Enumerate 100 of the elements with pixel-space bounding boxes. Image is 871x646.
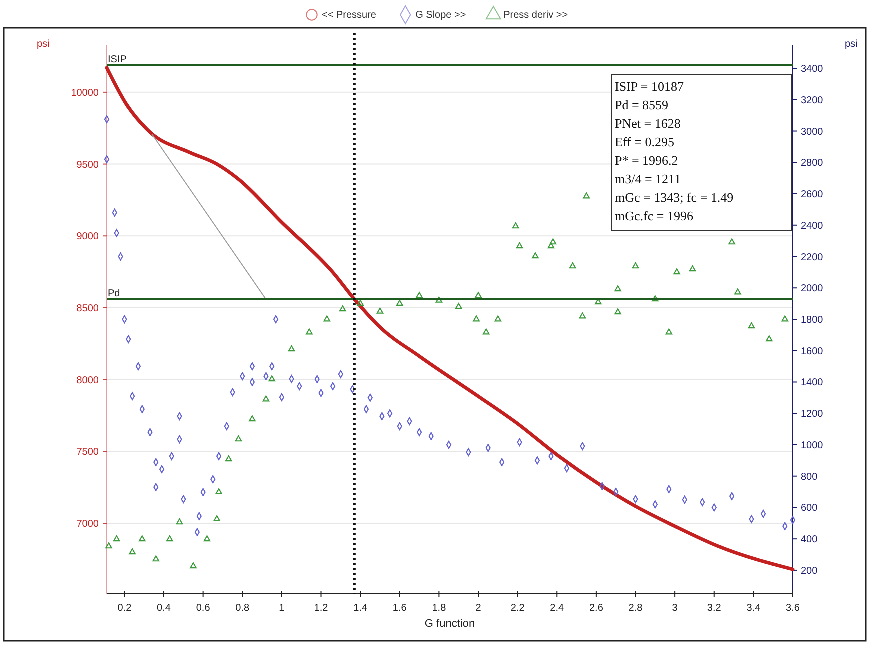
y2-tick-label: 2600 <box>801 190 824 201</box>
annotation: P* = 1996.2 <box>615 153 678 168</box>
y2-tick-label: 600 <box>801 503 818 514</box>
point <box>306 328 313 335</box>
y-tick-label: 9000 <box>76 232 100 243</box>
legend-label: G Slope >> <box>416 10 466 21</box>
point <box>482 328 490 335</box>
point <box>176 518 184 525</box>
point <box>288 346 296 352</box>
point <box>204 536 211 542</box>
point <box>548 242 555 249</box>
point <box>728 238 736 245</box>
x-tick-label: 0.4 <box>157 603 172 614</box>
x-tick-label: 0.2 <box>118 603 132 614</box>
point <box>416 292 423 298</box>
annotation: ISIP = 10187 <box>615 79 684 94</box>
point <box>216 488 222 495</box>
point <box>494 316 502 322</box>
y2-axis-title: psi <box>845 39 858 50</box>
y2-tick-label: 2800 <box>801 158 824 170</box>
x-tick-label: 2.6 <box>589 603 604 614</box>
x-tick-label: 3 <box>672 603 678 614</box>
point <box>166 536 174 542</box>
y2-tick-label: 2200 <box>801 252 824 264</box>
x-tick-label: 0.6 <box>196 603 211 614</box>
point <box>766 336 773 342</box>
x-tick-label: 1.8 <box>432 603 447 614</box>
annotation: Eff = 0.295 <box>615 134 674 150</box>
y-axis-title: psi <box>37 39 50 50</box>
y2-tick-label: 2000 <box>801 284 824 295</box>
point <box>268 376 276 382</box>
point <box>782 316 789 322</box>
point <box>614 286 622 292</box>
y2-tick-label: 400 <box>801 534 818 546</box>
point <box>152 556 160 562</box>
y-tick-label: 10000 <box>71 88 100 99</box>
y2-tick-label: 3400 <box>801 64 824 76</box>
annotation: Pd = 8559 <box>615 98 669 112</box>
y-tick-label: 8000 <box>76 375 100 386</box>
point <box>550 238 557 245</box>
y2-tick-label: 1200 <box>801 409 824 420</box>
point <box>583 192 590 199</box>
point <box>225 456 232 462</box>
point <box>129 548 136 555</box>
x-tick-label: 1 <box>279 603 286 614</box>
annotation: PNet = 1628 <box>615 116 681 131</box>
x-tick-label: 0.8 <box>236 603 250 614</box>
x-tick-label: 3.2 <box>707 603 722 614</box>
point <box>734 288 742 295</box>
point <box>674 268 680 275</box>
point <box>512 222 520 229</box>
point <box>396 300 404 306</box>
annotation: mGc.fc = 1996 <box>615 208 694 224</box>
point <box>376 308 384 314</box>
y2-tick-label: 800 <box>801 472 818 483</box>
y2-tick-label: 1800 <box>801 315 824 326</box>
point <box>632 262 640 269</box>
point <box>436 296 443 303</box>
y2-tick-label: 1600 <box>801 346 824 358</box>
point <box>357 300 364 306</box>
annotation: mGc = 1343; fc = 1.49 <box>615 190 734 205</box>
point <box>339 306 346 312</box>
ref-line-label: ISIP <box>108 54 128 66</box>
point <box>214 516 220 522</box>
point <box>235 436 242 442</box>
x-tick-label: 1.4 <box>354 603 368 614</box>
y-tick-label: 9500 <box>76 160 100 171</box>
point <box>249 416 256 422</box>
point <box>595 298 602 305</box>
x-tick-label: 1.6 <box>392 603 408 614</box>
x-tick-label: 2.8 <box>628 603 644 614</box>
point <box>652 296 659 302</box>
y-tick-label: 7000 <box>76 519 100 530</box>
x-tick-label: 2.4 <box>550 603 565 614</box>
y2-tick-label: 200 <box>801 566 818 577</box>
y2-tick-label: 3000 <box>801 126 824 138</box>
point <box>455 303 462 310</box>
ref-line-label: Pd <box>108 288 120 300</box>
y2-tick-label: 1400 <box>801 378 824 389</box>
x-axis-title: G function <box>424 618 476 630</box>
point <box>473 316 480 322</box>
point <box>748 322 756 329</box>
legend-label: << Pressure <box>322 10 377 21</box>
point <box>614 308 622 315</box>
x-tick-label: 3.6 <box>786 603 800 614</box>
point <box>324 316 331 322</box>
point <box>689 266 696 272</box>
point <box>138 536 146 542</box>
point <box>475 292 482 298</box>
point <box>106 542 112 549</box>
line-series <box>105 66 795 572</box>
annotation: m3/4 = 1211 <box>615 172 682 186</box>
y-tick-label: 7500 <box>76 447 100 458</box>
point <box>516 242 524 249</box>
point <box>262 396 270 402</box>
x-tick-label: 2 <box>476 603 482 614</box>
y-tick-label: 8500 <box>76 304 100 315</box>
point <box>190 562 197 569</box>
point <box>113 536 120 542</box>
legend-label: Press deriv >> <box>504 10 568 21</box>
